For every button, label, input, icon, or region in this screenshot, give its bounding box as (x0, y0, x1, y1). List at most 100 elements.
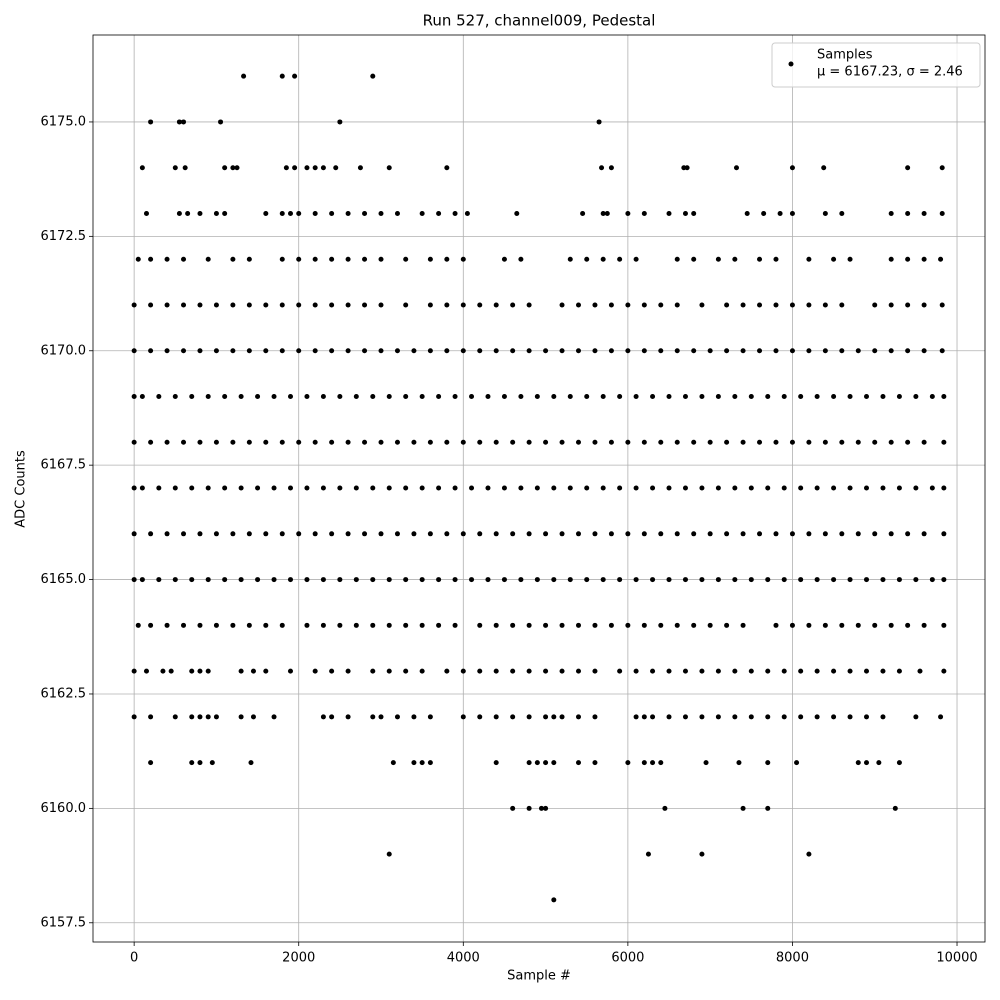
point (427, 439, 433, 445)
point (250, 714, 256, 720)
point (230, 165, 236, 171)
point (386, 485, 392, 491)
point (748, 577, 754, 583)
point (896, 760, 902, 766)
point (197, 760, 203, 766)
point (880, 714, 886, 720)
point (320, 485, 326, 491)
point (469, 394, 475, 400)
point (888, 256, 894, 262)
point (580, 210, 586, 216)
point (929, 577, 935, 583)
point (386, 622, 392, 628)
point (806, 256, 812, 262)
point (176, 119, 182, 125)
point (510, 805, 516, 811)
y-tick-label: 6160.0 (41, 801, 87, 816)
point (732, 256, 738, 262)
point (246, 439, 252, 445)
point (617, 577, 623, 583)
point (526, 714, 532, 720)
point (181, 302, 187, 308)
point (765, 577, 771, 583)
point (666, 210, 672, 216)
point (279, 73, 285, 79)
point (905, 531, 911, 537)
point (666, 485, 672, 491)
point (304, 485, 310, 491)
point (740, 348, 746, 354)
point (905, 302, 911, 308)
point (477, 622, 483, 628)
point (419, 210, 425, 216)
point (238, 577, 244, 583)
point (148, 622, 154, 628)
point (876, 760, 882, 766)
point (436, 485, 442, 491)
point (559, 668, 565, 674)
point (658, 760, 664, 766)
point (789, 302, 795, 308)
point (773, 622, 779, 628)
point (189, 485, 195, 491)
point (279, 256, 285, 262)
point (703, 760, 709, 766)
point (337, 577, 343, 583)
point (148, 439, 154, 445)
point (427, 348, 433, 354)
point (287, 668, 293, 674)
point (905, 622, 911, 628)
point (715, 714, 721, 720)
point (222, 165, 228, 171)
point (148, 119, 154, 125)
point (452, 622, 458, 628)
point (181, 439, 187, 445)
point (510, 622, 516, 628)
point (148, 531, 154, 537)
point (543, 439, 549, 445)
point (625, 531, 631, 537)
point (880, 485, 886, 491)
point (378, 302, 384, 308)
point (172, 165, 178, 171)
point (855, 439, 861, 445)
point (378, 531, 384, 537)
point (633, 577, 639, 583)
point (452, 394, 458, 400)
point (485, 485, 491, 491)
point (839, 622, 845, 628)
point (460, 439, 466, 445)
point (855, 348, 861, 354)
point (493, 439, 499, 445)
point (329, 668, 335, 674)
y-axis-label: ADC Counts (14, 450, 29, 528)
point (798, 394, 804, 400)
point (773, 348, 779, 354)
point (419, 577, 425, 583)
point (650, 760, 656, 766)
point (312, 165, 318, 171)
point (715, 256, 721, 262)
point (798, 714, 804, 720)
point (773, 531, 779, 537)
point (394, 439, 400, 445)
point (847, 256, 853, 262)
point (139, 485, 145, 491)
point (575, 760, 581, 766)
point (608, 348, 614, 354)
point (320, 577, 326, 583)
point (205, 714, 211, 720)
point (534, 760, 540, 766)
point (131, 577, 137, 583)
point (213, 348, 219, 354)
point (477, 531, 483, 537)
point (263, 622, 269, 628)
point (156, 394, 162, 400)
point (633, 668, 639, 674)
point (822, 531, 828, 537)
point (378, 256, 384, 262)
legend-label: Samples (817, 48, 873, 63)
point (436, 394, 442, 400)
point (864, 760, 870, 766)
